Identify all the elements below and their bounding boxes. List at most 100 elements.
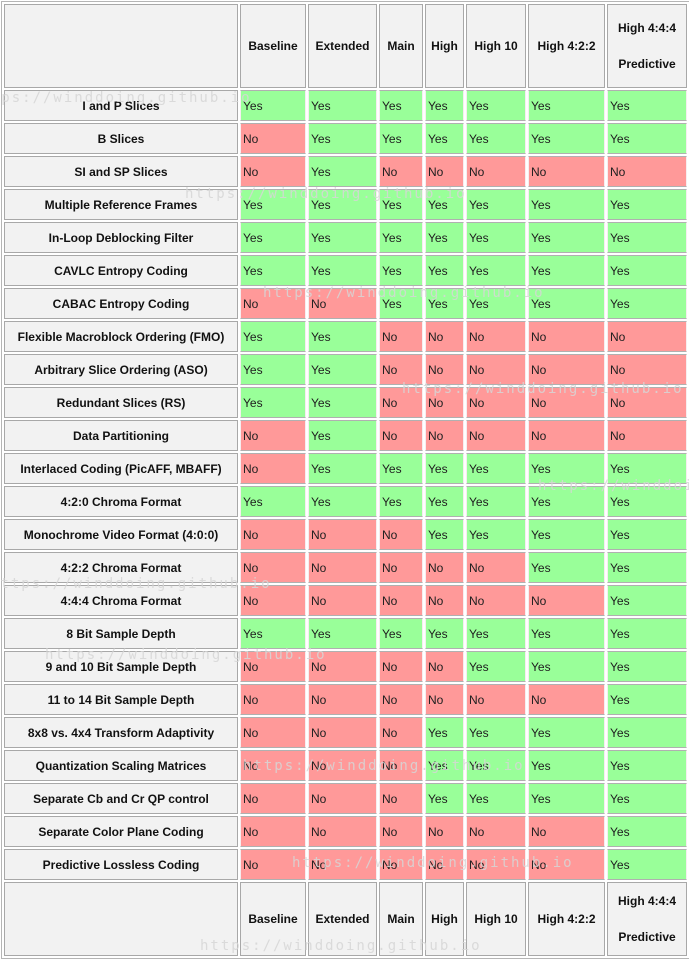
feature-value-cell: Yes [379, 189, 423, 220]
feature-value-cell: No [240, 750, 306, 781]
feature-value-cell: Yes [425, 453, 464, 484]
feature-value-cell: No [379, 651, 423, 682]
feature-value-cell: No [240, 849, 306, 880]
feature-value-cell: Yes [528, 651, 605, 682]
corner-cell-bottom [4, 882, 238, 956]
feature-value-cell: No [528, 585, 605, 616]
feature-value-cell: Yes [528, 453, 605, 484]
feature-value-cell: No [425, 387, 464, 418]
feature-value-cell: No [425, 684, 464, 715]
feature-value-cell: No [240, 519, 306, 550]
column-label: Main [387, 912, 415, 926]
feature-value-cell: Yes [607, 783, 687, 814]
feature-value-cell: No [240, 651, 306, 682]
column-footer-2: Main [379, 882, 423, 956]
feature-value-cell: Yes [425, 288, 464, 319]
feature-value-cell: Yes [607, 618, 687, 649]
feature-value-cell: No [308, 783, 377, 814]
table-row: Predictive Lossless Coding No No No No No No Ye… [4, 849, 687, 880]
column-header-4: High 10 [466, 4, 526, 88]
column-footer-4: High 10 [466, 882, 526, 956]
feature-value-cell: No [528, 684, 605, 715]
feature-value-cell: Yes [308, 618, 377, 649]
feature-value-cell: No [528, 420, 605, 451]
feature-value-cell: Yes [528, 90, 605, 121]
feature-value-cell: Yes [240, 321, 306, 352]
feature-value-cell: Yes [528, 486, 605, 517]
feature-label: 8x8 vs. 4x4 Transform Adaptivity [4, 717, 238, 748]
feature-value-cell: Yes [466, 750, 526, 781]
feature-value-cell: Yes [425, 519, 464, 550]
feature-value-cell: Yes [607, 552, 687, 583]
column-label: Main [387, 39, 415, 53]
table-row: 4:2:0 Chroma Format Yes Yes Yes Yes Yes Yes Yes [4, 486, 687, 517]
feature-value-cell: Yes [528, 288, 605, 319]
feature-value-cell: Yes [308, 255, 377, 286]
feature-label: CAVLC Entropy Coding [4, 255, 238, 286]
feature-value-cell: Yes [308, 420, 377, 451]
feature-value-cell: Yes [607, 189, 687, 220]
feature-label: 11 to 14 Bit Sample Depth [4, 684, 238, 715]
column-label-line2: Predictive [618, 57, 676, 71]
feature-value-cell: Yes [607, 90, 687, 121]
feature-value-cell: Yes [607, 255, 687, 286]
feature-label: Monochrome Video Format (4:0:0) [4, 519, 238, 550]
feature-value-cell: Yes [528, 189, 605, 220]
table-row: Arbitrary Slice Ordering (ASO) Yes Yes No No… [4, 354, 687, 385]
table-row: In-Loop Deblocking Filter Yes Yes Yes Yes Yes… [4, 222, 687, 253]
header-row: Baseline Extended Main High High 10 High 4:2:… [4, 4, 687, 88]
feature-value-cell: Yes [425, 255, 464, 286]
column-footer-0: Baseline [240, 882, 306, 956]
feature-label: 8 Bit Sample Depth [4, 618, 238, 649]
feature-value-cell: No [466, 552, 526, 583]
table-row: 4:2:2 Chroma Format No No No No No Yes Yes [4, 552, 687, 583]
feature-value-cell: Yes [425, 486, 464, 517]
feature-value-cell: Yes [528, 618, 605, 649]
feature-value-cell: Yes [240, 618, 306, 649]
feature-value-cell: Yes [466, 90, 526, 121]
feature-value-cell: No [528, 354, 605, 385]
column-label: Extended [315, 39, 370, 53]
feature-value-cell: Yes [379, 486, 423, 517]
feature-value-cell: Yes [379, 222, 423, 253]
feature-label: I and P Slices [4, 90, 238, 121]
feature-value-cell: No [425, 585, 464, 616]
feature-label: Redundant Slices (RS) [4, 387, 238, 418]
table-row: 8x8 vs. 4x4 Transform Adaptivity No No No Ye… [4, 717, 687, 748]
feature-label: Data Partitioning [4, 420, 238, 451]
feature-value-cell: No [425, 651, 464, 682]
feature-value-cell: Yes [528, 123, 605, 154]
column-header-0: Baseline [240, 4, 306, 88]
feature-value-cell: Yes [528, 222, 605, 253]
feature-value-cell: No [308, 717, 377, 748]
column-label-line2: Predictive [618, 930, 676, 944]
feature-value-cell: Yes [425, 717, 464, 748]
feature-value-cell: No [466, 585, 526, 616]
feature-value-cell: No [308, 750, 377, 781]
feature-value-cell: Yes [607, 222, 687, 253]
feature-value-cell: Yes [425, 123, 464, 154]
feature-value-cell: Yes [466, 717, 526, 748]
table-row: CABAC Entropy Coding No No Yes Yes Yes Yes Yes [4, 288, 687, 319]
feature-value-cell: No [607, 387, 687, 418]
feature-label: SI and SP Slices [4, 156, 238, 187]
feature-value-cell: Yes [425, 222, 464, 253]
feature-value-cell: No [528, 816, 605, 847]
feature-value-cell: No [425, 321, 464, 352]
table-row: 9 and 10 Bit Sample Depth No No No No Yes Yes Y… [4, 651, 687, 682]
table-row: I and P Slices Yes Yes Yes Yes Yes Yes Yes [4, 90, 687, 121]
feature-value-cell: No [308, 585, 377, 616]
feature-value-cell: Yes [607, 684, 687, 715]
feature-value-cell: No [607, 420, 687, 451]
feature-value-cell: No [466, 816, 526, 847]
feature-value-cell: Yes [607, 453, 687, 484]
feature-value-cell: No [379, 585, 423, 616]
column-label: High [431, 39, 458, 53]
feature-label: 4:2:2 Chroma Format [4, 552, 238, 583]
feature-value-cell: No [528, 849, 605, 880]
feature-label: B Slices [4, 123, 238, 154]
feature-value-cell: No [240, 420, 306, 451]
column-label: Baseline [248, 39, 298, 53]
feature-value-cell: Yes [425, 90, 464, 121]
